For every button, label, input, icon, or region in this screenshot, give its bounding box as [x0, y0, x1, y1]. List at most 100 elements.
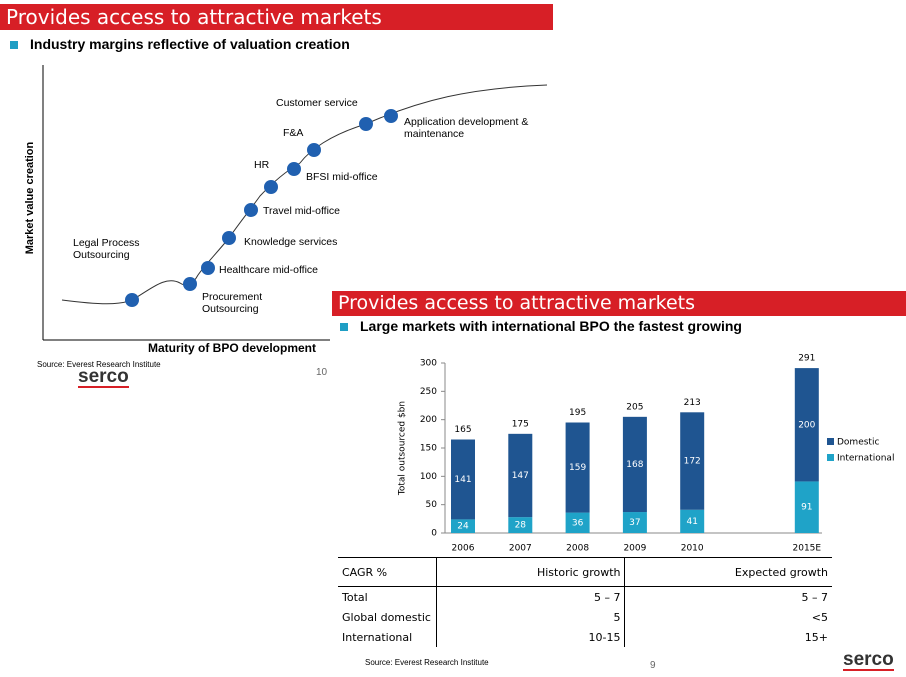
bar-segment	[794, 481, 819, 533]
dot	[307, 143, 321, 157]
x-tick-label: 2008	[566, 544, 589, 554]
value-label: 168	[626, 460, 643, 470]
bar-segment	[680, 509, 705, 533]
value-label: 172	[684, 457, 701, 467]
value-label: 37	[629, 518, 640, 528]
label: Customer service	[276, 97, 358, 109]
value-label: 147	[512, 471, 529, 481]
logo: serco	[843, 649, 894, 671]
x-tick-label: 2009	[623, 544, 646, 554]
cell: Historic growth	[436, 557, 626, 587]
cell: Expected growth	[624, 557, 832, 587]
y-tick-label: 300	[420, 359, 437, 369]
value-label: 159	[569, 463, 586, 473]
dot	[384, 109, 398, 123]
value-label: 141	[454, 475, 471, 485]
y-tick-label: 100	[420, 472, 437, 482]
x-axis-label: Maturity of BPO development	[148, 341, 316, 355]
cell: 5	[436, 607, 626, 627]
total-label: 291	[798, 354, 815, 364]
y-tick-label: 250	[420, 387, 437, 397]
y-tick-label: 50	[426, 500, 438, 510]
y-tick-label: 150	[420, 444, 437, 454]
label: Knowledge services	[244, 236, 338, 248]
bar-segment	[451, 519, 475, 533]
dot	[201, 261, 215, 275]
total-label: 165	[454, 425, 471, 435]
value-label: 91	[801, 503, 812, 513]
row: Global domestic 5 <5	[338, 607, 832, 627]
cell: 10-15	[436, 627, 626, 647]
bar-segment	[680, 412, 705, 510]
bar-segment	[622, 512, 647, 533]
dot	[264, 180, 278, 194]
bullet: Industry margins reflective of valuation…	[10, 36, 350, 52]
label: HR	[254, 159, 270, 171]
value-label: 28	[515, 521, 527, 531]
dot	[222, 231, 236, 245]
bar-segment	[622, 416, 647, 513]
y-tick-label: 0	[431, 529, 437, 539]
legend-label: International	[837, 454, 894, 464]
dot	[244, 203, 258, 217]
label: Application development & maintenance	[404, 116, 529, 140]
bar-segment	[508, 433, 533, 518]
cell: CAGR %	[338, 557, 437, 587]
source: Source: Everest Research Institute	[37, 360, 161, 369]
cell: International	[338, 627, 437, 647]
value-label: 200	[798, 420, 815, 430]
bar-segment	[565, 422, 590, 513]
label: Legal Process Outsourcing	[73, 237, 140, 261]
label: Healthcare mid-office	[219, 264, 319, 276]
slide-title: Provides access to attractive markets	[0, 4, 553, 30]
label: Travel mid-office	[263, 205, 341, 217]
dots	[125, 109, 398, 307]
table: CAGR % Historic growth Expected growth Tot…	[338, 557, 832, 647]
y-tick-label: 200	[420, 415, 437, 425]
cell: 15+	[804, 630, 828, 644]
bullet: Large markets with international BPO the…	[340, 318, 742, 334]
y-axis-label: Market value creation	[24, 141, 36, 254]
y-axis-label: Total outsourced $bn	[398, 401, 408, 496]
legend-label: Domestic	[837, 438, 879, 448]
cell: 5 – 7	[801, 590, 829, 604]
dot	[287, 162, 301, 176]
value-label: 41	[686, 517, 697, 527]
page-number: 10	[316, 367, 328, 378]
slide-title: Provides access to attractive markets	[332, 291, 906, 316]
value-label: 36	[572, 518, 584, 528]
total-label: 213	[684, 398, 701, 408]
logo: serco	[78, 366, 129, 388]
page-number: 9	[650, 660, 656, 671]
bar-segment	[794, 368, 819, 482]
legend-swatch	[827, 438, 834, 445]
total-label: 175	[512, 419, 529, 429]
total-label: 205	[626, 402, 643, 412]
dot	[125, 293, 139, 307]
cell: <5	[811, 610, 828, 624]
x-tick-label: 2010	[681, 544, 704, 554]
cell: 5 – 7	[436, 586, 626, 607]
legend-swatch	[827, 454, 834, 461]
bar-segment	[565, 512, 590, 533]
x-tick-label: 2007	[509, 544, 532, 554]
label: Procurement Outsourcing	[202, 291, 263, 315]
source: Source: Everest Research Institute	[365, 658, 489, 667]
bar-segment	[451, 439, 475, 520]
dot	[359, 117, 373, 131]
label: BFSI mid-office	[306, 171, 378, 183]
x-tick-label: 2015E	[793, 544, 822, 554]
row: International 10-15 15+	[338, 627, 832, 647]
dot	[183, 277, 197, 291]
total-label: 195	[569, 408, 586, 418]
label: F&A	[283, 127, 304, 139]
row: CAGR % Historic growth Expected growth	[338, 557, 832, 587]
value-label: 24	[457, 522, 469, 532]
cell: Global domestic	[338, 607, 437, 627]
cell: Total	[338, 586, 437, 607]
x-tick-label: 2006	[452, 544, 475, 554]
